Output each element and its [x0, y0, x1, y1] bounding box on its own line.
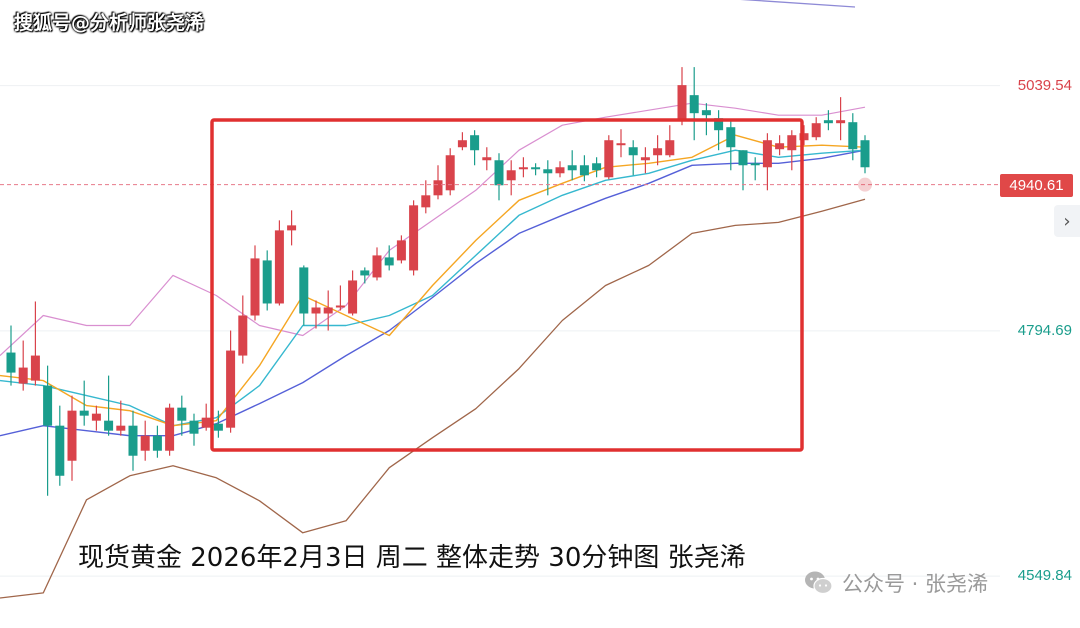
- y-tick-label: 4794.69: [1017, 321, 1072, 339]
- candle-body: [43, 385, 53, 426]
- candle-body: [482, 157, 492, 161]
- candle-body: [470, 135, 480, 151]
- bollinger-upper-line: [0, 102, 866, 357]
- candle-body: [250, 258, 260, 316]
- ma-mid-line: [0, 149, 866, 427]
- candle-body: [55, 425, 65, 476]
- candle-body: [457, 140, 467, 148]
- candle-body: [579, 165, 589, 176]
- candle-body: [665, 140, 675, 156]
- bollinger-lower-line: [0, 198, 866, 599]
- y-tick-label: 5039.54: [1017, 76, 1072, 94]
- candle-body: [372, 255, 382, 278]
- candle-body: [18, 367, 28, 384]
- watermark-top: 搜狐号@分析师张尧浠: [14, 12, 205, 34]
- chevron-right-icon[interactable]: ›: [1054, 205, 1080, 237]
- candle-body: [104, 420, 114, 431]
- candle-body: [823, 120, 833, 124]
- candle-body: [30, 355, 40, 381]
- candle-body: [79, 410, 89, 416]
- candle-body: [226, 350, 236, 428]
- candle-body: [689, 95, 699, 114]
- ma-long-line: [0, 149, 866, 437]
- candle-body: [165, 407, 175, 451]
- candle-body: [592, 163, 602, 171]
- candle-body: [494, 160, 504, 186]
- candle-body: [323, 307, 333, 314]
- candle-body: [238, 315, 248, 356]
- candle-body: [262, 260, 272, 304]
- trendline: [740, 0, 856, 8]
- wechat-label: 公众号 · 张尧浠: [842, 572, 989, 596]
- candle-body: [750, 163, 760, 166]
- candle-body: [396, 240, 406, 261]
- candle-body: [604, 140, 614, 178]
- candle-body: [384, 257, 394, 266]
- candle-body: [775, 143, 785, 150]
- candle-body: [421, 195, 431, 208]
- candle-body: [555, 167, 565, 174]
- chart-caption: 现货黄金 2026年2月3日 周二 整体走势 30分钟图 张尧浠: [78, 543, 746, 573]
- wechat-icon: [805, 571, 833, 595]
- candle-body: [714, 118, 724, 131]
- candle-body: [335, 305, 345, 308]
- candle-body: [274, 230, 284, 304]
- candle-body: [201, 417, 211, 428]
- candle-body: [67, 410, 77, 461]
- candle-body: [531, 167, 541, 170]
- candle-body: [506, 170, 516, 181]
- highlight-box: [210, 118, 804, 452]
- candle-body: [811, 123, 821, 138]
- candle-body: [567, 165, 577, 171]
- y-tick-label: 4549.84: [1017, 567, 1072, 585]
- candle-body: [299, 267, 309, 314]
- candle-body: [348, 280, 358, 314]
- candle-body: [787, 135, 797, 151]
- candle-body: [762, 140, 772, 168]
- current-price-marker: [858, 177, 872, 192]
- candle-body: [653, 148, 663, 156]
- candle-body: [848, 122, 858, 150]
- candle-body: [6, 352, 16, 373]
- candle-body: [116, 425, 126, 431]
- candle-body: [860, 140, 870, 168]
- candle-body: [543, 169, 553, 174]
- candle-body: [177, 407, 187, 421]
- candle-body: [616, 143, 626, 146]
- candle-body: [799, 133, 809, 141]
- candle-body: [140, 435, 150, 451]
- candle-body: [152, 435, 162, 451]
- candle-body: [738, 150, 748, 166]
- candle-body: [628, 147, 638, 156]
- wechat-watermark: 公众号 · 张尧浠: [804, 568, 988, 598]
- candle-body: [213, 423, 223, 431]
- candle-body: [836, 120, 846, 124]
- candle-body: [640, 157, 650, 161]
- candle-body: [189, 420, 199, 434]
- candle-body: [287, 225, 297, 231]
- candle-body: [91, 413, 101, 421]
- candle-body: [360, 270, 370, 276]
- ma-short-line: [0, 134, 866, 427]
- candle-body: [409, 205, 419, 271]
- candle-body: [311, 307, 321, 314]
- candle-body: [677, 85, 687, 121]
- candle-body: [518, 167, 528, 170]
- candle-body: [433, 180, 443, 196]
- candle-body: [701, 110, 711, 116]
- candle-body: [445, 155, 455, 191]
- candle-body: [726, 127, 736, 148]
- current-price-tag: 4940.61: [1000, 173, 1073, 197]
- candle-body: [128, 425, 138, 456]
